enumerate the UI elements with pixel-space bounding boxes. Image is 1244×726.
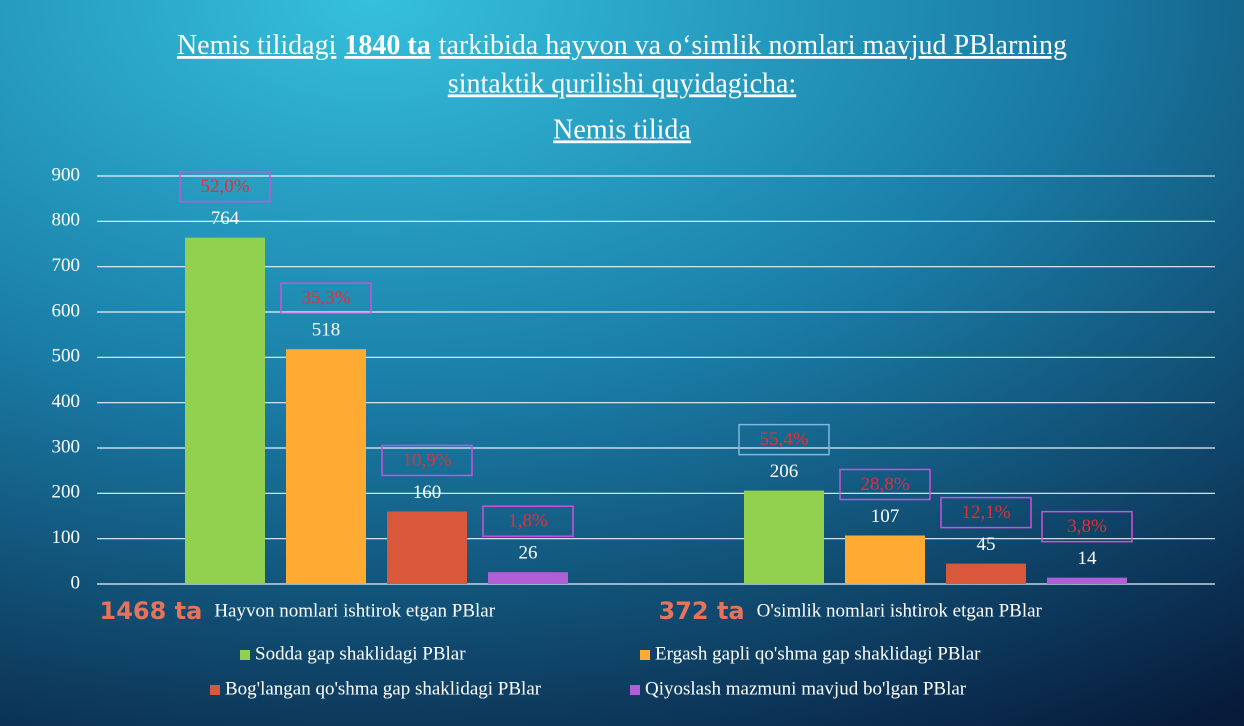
x-tick-label: Hayvon nomlari ishtirok etgan PBlar: [214, 600, 495, 621]
percent-box: [179, 170, 271, 203]
y-tick-label: 300: [52, 436, 81, 457]
y-tick-label: 200: [52, 482, 81, 503]
bar: [1047, 577, 1127, 584]
bar: [185, 237, 265, 585]
y-tick-label: 700: [52, 255, 81, 276]
bar: [286, 349, 366, 584]
value-label: 764: [211, 208, 240, 229]
percent-box: [381, 444, 473, 477]
bar: [387, 511, 467, 584]
value-label: 14: [1078, 548, 1098, 569]
bar: [946, 563, 1026, 584]
bar: [488, 572, 568, 584]
percent-label: 55,4%: [759, 429, 808, 450]
y-tick-label: 900: [52, 164, 81, 185]
y-tick-label: 800: [52, 210, 81, 231]
legend-label: Ergash gapli qo'shma gap shaklidagi PBla…: [655, 643, 981, 664]
title-part: tarkibida hayvon va o‘simlik nomlari mav…: [439, 30, 1067, 61]
legend-swatch: [210, 685, 220, 695]
category-total: 372 ta: [659, 597, 745, 625]
percent-label: 12,1%: [961, 502, 1010, 523]
chart-title: Nemis tilidagi 1840 ta tarkibida hayvon va…: [177, 30, 1067, 61]
y-tick-label: 500: [52, 346, 81, 367]
title-part: 1840 ta: [344, 30, 430, 61]
legend-swatch: [640, 650, 650, 660]
chart-subtitle: Nemis tilida: [553, 114, 691, 145]
x-tick-label: O'simlik nomlari ishtirok etgan PBlar: [757, 600, 1043, 621]
bar: [744, 490, 824, 584]
percent-box: [839, 468, 931, 501]
percent-label: 1,8%: [508, 511, 548, 532]
category-total: 1468 ta: [100, 597, 203, 625]
percent-label: 10,9%: [402, 450, 451, 471]
percent-label: 28,8%: [860, 474, 909, 495]
percent-box: [940, 496, 1032, 529]
percent-label: 35,3%: [301, 288, 350, 309]
value-label: 26: [519, 543, 538, 564]
percent-label: 52,0%: [200, 176, 249, 197]
percent-box: [482, 505, 574, 537]
percent-box: [280, 282, 372, 314]
legend-label: Sodda gap shaklidagi PBlar: [255, 643, 466, 664]
value-label: 518: [312, 320, 341, 341]
value-label: 206: [770, 461, 799, 482]
title-part: Nemis tilidagi: [177, 30, 337, 61]
bar: [845, 535, 925, 584]
percent-label: 3,8%: [1067, 516, 1107, 537]
y-tick-label: 400: [52, 391, 81, 412]
y-tick-label: 0: [71, 572, 81, 593]
legend-label: Qiyoslash mazmuni mavjud bo'lgan PBlar: [645, 678, 967, 699]
y-tick-label: 600: [52, 300, 81, 321]
legend-label: Bog'langan qo'shma gap shaklidagi PBlar: [225, 678, 542, 699]
legend-swatch: [630, 685, 640, 695]
percent-box: [1041, 510, 1133, 543]
value-label: 45: [977, 534, 996, 555]
chart-title: sintaktik qurilishi quyidagicha:: [448, 68, 796, 99]
percent-box: [738, 423, 830, 456]
value-label: 160: [413, 482, 442, 503]
value-label: 107: [871, 506, 900, 527]
y-tick-label: 100: [52, 527, 81, 548]
legend-swatch: [240, 650, 250, 660]
